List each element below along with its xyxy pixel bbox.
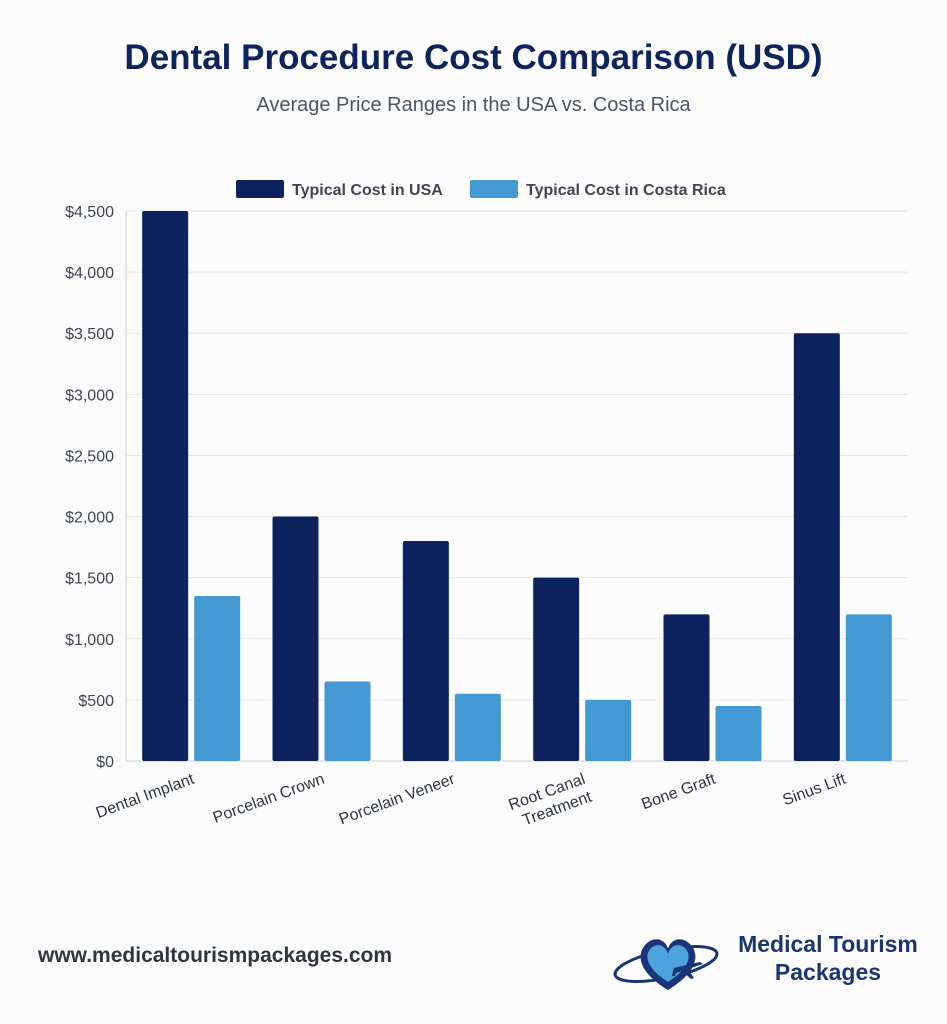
legend-swatch [470,180,518,198]
x-tick-label: Dental Implant [94,771,197,822]
bar-usa [793,333,840,761]
x-tick-label: Porcelain Veneer [337,771,458,829]
y-tick-label: $0 [96,754,114,771]
y-tick-label: $3,500 [65,326,114,343]
y-tick-label: $500 [78,693,114,710]
x-tick-label-line: Dental Implant [94,771,197,822]
logo: Medical Tourism Packages [608,924,928,994]
x-tick-label-line: Sinus Lift [781,771,849,810]
bar-usa [402,541,449,761]
bar-usa [533,577,580,761]
y-tick-label: $1,000 [65,632,114,649]
bar-costa-rica [324,681,371,761]
x-tick-label-line: Bone Graft [639,771,718,814]
y-tick-label: $3,000 [65,387,114,404]
heart-airplane-icon [613,939,719,990]
y-tick-label: $2,500 [65,448,114,465]
bar-costa-rica [585,699,632,761]
legend-label: Typical Cost in Costa Rica [526,182,726,199]
legend-swatch [236,180,284,198]
chart-subtitle: Average Price Ranges in the USA vs. Cost… [256,94,691,116]
logo-line-2: Packages [774,959,882,985]
y-tick-label: $4,500 [65,204,114,221]
bar-costa-rica [845,614,892,761]
logo-line-1: Medical Tourism [738,931,918,957]
bar-costa-rica [194,596,241,761]
y-tick-label: $2,000 [65,510,114,527]
y-tick-label: $1,500 [65,571,114,588]
bar-costa-rica [715,706,762,761]
bar-usa [272,516,319,761]
x-tick-label: Root CanalTreatment [507,771,595,832]
y-tick-label: $4,000 [65,265,114,282]
x-tick-label-line: Porcelain Veneer [337,771,458,829]
bar-chart: $0 $500 $1,000 $1,500 $2,000 $2,500 $3,000 $3,5… [65,180,908,832]
logo-text: Medical Tourism Packages [728,930,928,986]
legend-label: Typical Cost in USA [292,182,443,199]
x-tick-label-line: Porcelain Crown [211,771,327,827]
bar-usa [663,614,710,761]
bar-usa [142,211,189,761]
footer-url: www.medicaltourismpackages.com [38,944,393,967]
x-tick-label: Bone Graft [639,771,718,814]
x-tick-label: Porcelain Crown [211,771,327,827]
bar-costa-rica [454,693,501,761]
x-tick-label: Sinus Lift [781,771,849,810]
chart-title: Dental Procedure Cost Comparison (USD) [124,38,823,77]
